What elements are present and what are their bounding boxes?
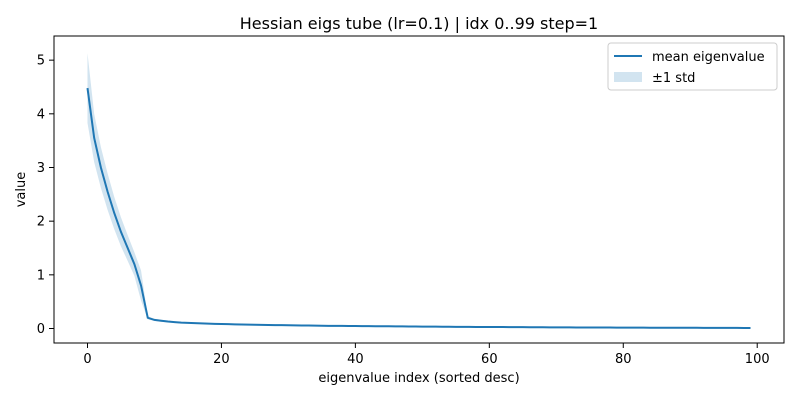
y-tick-label: 4 [37,107,45,122]
y-tick-label: 0 [37,322,45,337]
plot-area-frame [53,35,785,344]
mean-eigenvalue-line [86,87,751,329]
legend: mean eigenvalue ±1 std [607,42,778,91]
y-axis-ticks: 0 1 2 3 4 5 [37,54,54,337]
x-tick-label: 0 [83,352,91,367]
legend-mean-label: mean eigenvalue [652,50,765,65]
legend-band-swatch [614,72,642,82]
y-tick-label: 1 [37,268,45,283]
chart-title: Hessian eigs tube (lr=0.1) | idx 0..99 s… [240,14,598,33]
legend-std-label: ±1 std [652,71,695,86]
x-axis-label: eigenvalue index (sorted desc) [318,371,519,386]
y-tick-label: 5 [37,54,45,69]
legend-box [607,42,778,91]
x-tick-label: 60 [481,352,498,367]
x-tick-label: 20 [213,352,230,367]
y-tick-label: 3 [37,161,45,176]
x-tick-label: 80 [615,352,632,367]
std-band [87,53,751,329]
x-axis-ticks: 0 20 40 60 80 100 [83,343,770,367]
x-tick-label: 100 [745,352,770,367]
std-band-layer [87,53,751,329]
x-tick-label: 40 [347,352,364,367]
y-axis-label: value [14,172,29,208]
y-tick-label: 2 [37,215,45,230]
mean-line-layer [86,87,751,329]
